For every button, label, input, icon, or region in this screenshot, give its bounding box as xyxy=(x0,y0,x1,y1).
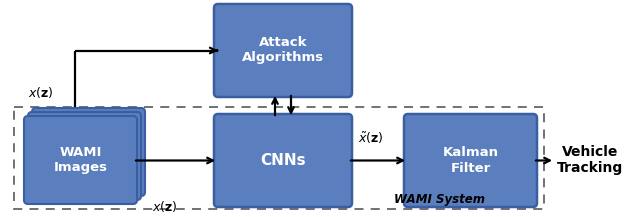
Text: Kalman
Filter: Kalman Filter xyxy=(442,146,499,174)
Text: $x(\mathbf{z})$: $x(\mathbf{z})$ xyxy=(152,199,178,214)
Text: $x(\mathbf{z})$: $x(\mathbf{z})$ xyxy=(28,84,54,100)
FancyBboxPatch shape xyxy=(28,112,141,200)
Bar xyxy=(14,107,544,209)
Text: $\tilde{x}(\mathbf{z})$: $\tilde{x}(\mathbf{z})$ xyxy=(358,130,384,146)
Text: WAMI
Images: WAMI Images xyxy=(54,146,108,174)
FancyBboxPatch shape xyxy=(214,114,352,207)
FancyBboxPatch shape xyxy=(32,108,145,196)
Text: CNNs: CNNs xyxy=(260,153,306,168)
Text: Vehicle
Tracking: Vehicle Tracking xyxy=(557,145,623,175)
FancyBboxPatch shape xyxy=(214,4,352,97)
FancyBboxPatch shape xyxy=(404,114,537,207)
FancyBboxPatch shape xyxy=(24,116,137,204)
Text: WAMI System: WAMI System xyxy=(394,194,486,207)
Text: Attack
Algorithms: Attack Algorithms xyxy=(242,36,324,64)
